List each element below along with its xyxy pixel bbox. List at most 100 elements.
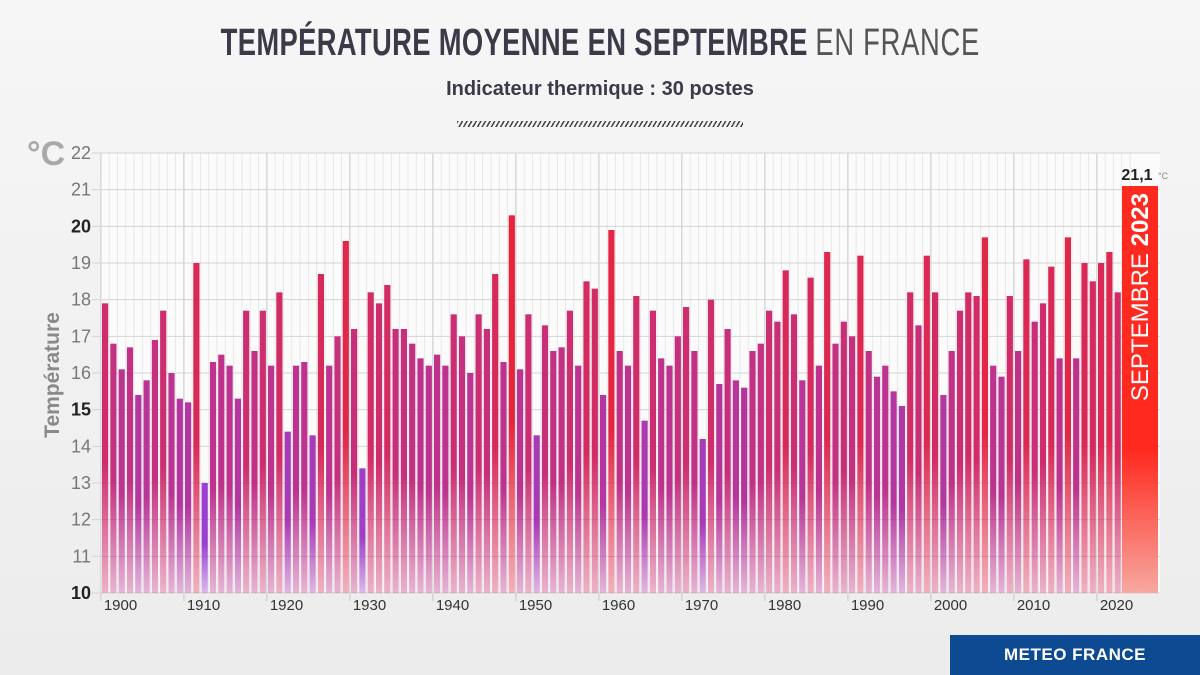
bar-1999 [923,255,930,593]
bar-1900 [102,303,109,593]
bar-1927 [326,365,333,593]
bar-1984 [799,380,806,593]
bar-1925 [309,435,316,593]
bar-1956 [566,310,573,593]
x-tick-label: 1970 [685,597,718,614]
bar-1963 [624,365,632,593]
bar-2011 [1023,259,1030,593]
bar-2013 [1039,303,1047,593]
bar-1943 [458,336,466,593]
bar-1928 [334,336,341,593]
bar-1995 [890,391,897,593]
bar-1986 [815,365,822,593]
x-tick-label: 1910 [187,597,220,614]
bar-1979 [757,343,764,593]
bar-1942 [450,314,457,593]
bar-1914 [218,354,225,593]
bar-1920 [268,365,275,593]
bar-2010 [1015,351,1022,593]
bar-1961 [608,230,615,593]
bar-1944 [467,373,474,593]
bar-1964 [633,296,640,593]
bar-1949 [508,215,515,594]
x-tick-label: 2010 [1017,597,1050,614]
bar-1971 [691,351,698,593]
bar-1969 [674,336,681,593]
bar-1985 [807,277,814,593]
bar-1950 [517,369,524,593]
y-tick-label: 17 [71,326,91,346]
bar-2017 [1073,358,1080,593]
bar-2005 [973,296,980,593]
bar-1952 [533,435,540,593]
bar-1951 [525,314,532,593]
bar-1957 [575,365,582,593]
bar-1959 [591,288,598,593]
bar-1967 [658,358,665,593]
bar-2008 [998,376,1005,593]
bar-2023 [1122,186,1158,593]
bar-1930 [351,329,358,593]
bar-1904 [135,395,142,593]
bar-1973 [707,299,715,593]
bar-1913 [209,362,217,593]
bar-2016 [1064,237,1071,594]
highlight-unit-label: °C [1158,171,1169,181]
chart-title: TEMPÉRATURE MOYENNE EN SEPTEMBRE EN FRAN… [0,22,1200,65]
bar-1955 [558,347,565,593]
y-tick-label: 12 [71,510,91,530]
bar-2020 [1098,263,1105,593]
bar-1907 [160,310,167,593]
x-axis: 1900 1910 1920 1930 1940 1950 1960 1970 1980 1990… [104,597,1133,614]
bar-1933 [375,303,383,593]
bar-1940 [434,354,441,593]
bars [102,215,1121,594]
y-tick-label: 14 [71,436,91,456]
bar-1923 [292,365,300,593]
x-tick-label: 1960 [602,597,635,614]
bar-2004 [965,292,972,593]
bar-1901 [110,343,117,593]
bar-1922 [284,431,291,593]
title-light: EN FRANCE [815,22,980,64]
bar-1931 [359,468,366,593]
bar-1937 [409,343,416,593]
bar-1998 [915,325,922,593]
bar-1976 [732,380,739,593]
bar-1948 [500,362,507,593]
bar-2021 [1106,252,1113,593]
bar-1917 [243,310,250,593]
bar-1926 [317,274,324,593]
bar-1924 [301,362,308,593]
bar-1980 [766,310,773,593]
y-tick-label: 16 [71,363,91,383]
bar-1936 [400,329,407,593]
bar-1906 [151,340,158,593]
bar-1939 [425,365,432,593]
y-tick-label: 19 [71,253,91,273]
highlight-year: 2023 [1127,193,1154,246]
x-tick-label: 1940 [436,597,469,614]
bar-2002 [948,351,955,593]
bar-1960 [600,395,607,593]
x-tick-label: 2020 [1100,597,1133,614]
bar-1992 [865,351,872,593]
meteo-france-logo: METEO FRANCE [950,635,1200,675]
bar-2007 [990,365,997,593]
bar-1934 [384,285,391,593]
bar-1981 [774,321,781,593]
bar-1902 [118,369,125,593]
highlight-bar-group: 21,1 °C SEPTEMBRE 2023 [1121,167,1169,593]
highlight-value-label: 21,1 [1121,167,1152,184]
bar-2015 [1056,358,1063,593]
bar-1953 [541,325,549,593]
bar-1978 [749,351,756,593]
bar-1929 [342,241,349,593]
y-axis: 10 11 12 13 14 15 16 17 18 19 20 21 22 [71,143,91,603]
y-tick-label: 11 [72,546,91,566]
bar-1997 [907,292,914,593]
bar-1946 [483,329,490,593]
bar-1972 [699,439,706,593]
y-tick-label: 18 [71,290,91,310]
bar-1941 [442,365,449,593]
